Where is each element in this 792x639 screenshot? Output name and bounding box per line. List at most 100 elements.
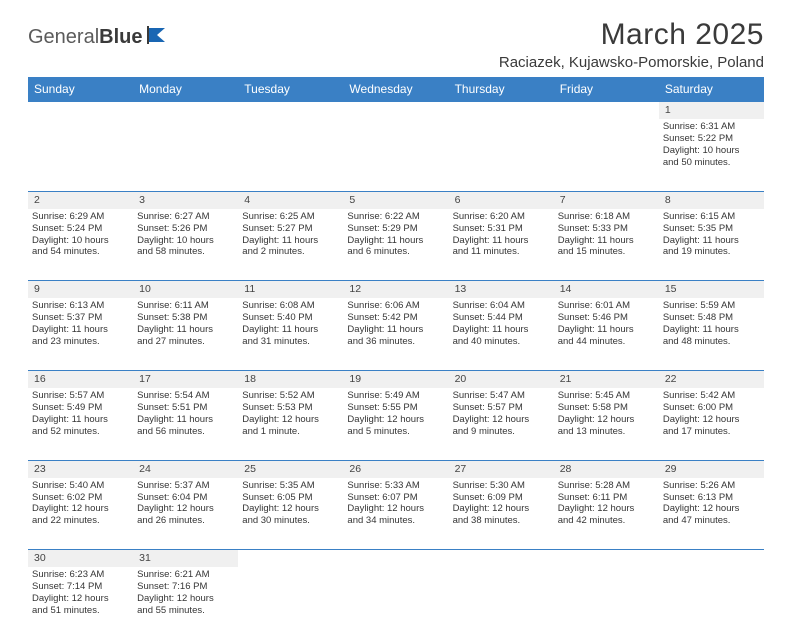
day-cell — [28, 119, 133, 191]
day-number: 29 — [659, 460, 764, 478]
day-number: 2 — [28, 191, 133, 209]
day-detail-line: Sunrise: 6:06 AM — [347, 300, 444, 312]
weekday-header: Friday — [554, 77, 659, 102]
day-cell: Sunrise: 6:13 AMSunset: 5:37 PMDaylight:… — [28, 298, 133, 370]
day-number — [659, 550, 764, 568]
day-detail-line: Sunset: 5:48 PM — [663, 312, 760, 324]
day-number: 31 — [133, 550, 238, 568]
day-number — [343, 102, 448, 120]
detail-row: Sunrise: 6:29 AMSunset: 5:24 PMDaylight:… — [28, 209, 764, 281]
day-detail-line: Sunrise: 6:31 AM — [663, 121, 760, 133]
day-cell: Sunrise: 5:28 AMSunset: 6:11 PMDaylight:… — [554, 478, 659, 550]
flag-icon — [147, 26, 173, 49]
day-cell: Sunrise: 5:47 AMSunset: 5:57 PMDaylight:… — [449, 388, 554, 460]
day-detail-line: Daylight: 11 hours — [32, 324, 129, 336]
day-detail-line: Sunset: 5:42 PM — [347, 312, 444, 324]
day-detail-line: Sunrise: 5:47 AM — [453, 390, 550, 402]
day-cell — [449, 567, 554, 639]
day-number — [554, 550, 659, 568]
day-number: 11 — [238, 281, 343, 299]
day-cell: Sunrise: 6:01 AMSunset: 5:46 PMDaylight:… — [554, 298, 659, 370]
day-cell: Sunrise: 6:11 AMSunset: 5:38 PMDaylight:… — [133, 298, 238, 370]
daynum-row: 16171819202122 — [28, 370, 764, 388]
day-cell: Sunrise: 5:54 AMSunset: 5:51 PMDaylight:… — [133, 388, 238, 460]
day-detail-line: Sunrise: 5:30 AM — [453, 480, 550, 492]
weekday-header: Sunday — [28, 77, 133, 102]
day-detail-line: Sunrise: 6:27 AM — [137, 211, 234, 223]
day-number — [449, 102, 554, 120]
day-detail-line: Sunrise: 5:26 AM — [663, 480, 760, 492]
day-detail-line: and 58 minutes. — [137, 246, 234, 258]
day-number — [238, 102, 343, 120]
day-detail-line: Sunrise: 6:23 AM — [32, 569, 129, 581]
day-detail-line: Sunrise: 6:20 AM — [453, 211, 550, 223]
day-detail-line: Daylight: 11 hours — [347, 235, 444, 247]
day-detail-line: and 36 minutes. — [347, 336, 444, 348]
day-detail-line: Sunset: 6:04 PM — [137, 492, 234, 504]
day-detail-line: Sunset: 5:38 PM — [137, 312, 234, 324]
day-detail-line: and 15 minutes. — [558, 246, 655, 258]
day-detail-line: Daylight: 11 hours — [453, 235, 550, 247]
day-cell: Sunrise: 6:04 AMSunset: 5:44 PMDaylight:… — [449, 298, 554, 370]
logo: GeneralBlue — [28, 26, 173, 49]
day-detail-line: and 23 minutes. — [32, 336, 129, 348]
day-detail-line: and 40 minutes. — [453, 336, 550, 348]
detail-row: Sunrise: 6:23 AMSunset: 7:14 PMDaylight:… — [28, 567, 764, 639]
day-detail-line: Sunrise: 5:54 AM — [137, 390, 234, 402]
day-number: 23 — [28, 460, 133, 478]
day-cell: Sunrise: 5:33 AMSunset: 6:07 PMDaylight:… — [343, 478, 448, 550]
day-detail-line: Sunset: 5:57 PM — [453, 402, 550, 414]
day-detail-line: and 47 minutes. — [663, 515, 760, 527]
day-detail-line: Daylight: 12 hours — [242, 414, 339, 426]
day-detail-line: and 55 minutes. — [137, 605, 234, 617]
day-detail-line: Sunset: 7:14 PM — [32, 581, 129, 593]
day-cell: Sunrise: 6:22 AMSunset: 5:29 PMDaylight:… — [343, 209, 448, 281]
day-detail-line: Daylight: 10 hours — [663, 145, 760, 157]
day-number: 30 — [28, 550, 133, 568]
day-cell: Sunrise: 5:30 AMSunset: 6:09 PMDaylight:… — [449, 478, 554, 550]
detail-row: Sunrise: 5:40 AMSunset: 6:02 PMDaylight:… — [28, 478, 764, 550]
day-detail-line: Sunset: 6:00 PM — [663, 402, 760, 414]
day-number — [28, 102, 133, 120]
day-number: 15 — [659, 281, 764, 299]
day-detail-line: Sunrise: 6:04 AM — [453, 300, 550, 312]
day-number: 6 — [449, 191, 554, 209]
day-detail-line: Daylight: 11 hours — [242, 235, 339, 247]
day-number: 22 — [659, 370, 764, 388]
day-detail-line: Sunset: 5:49 PM — [32, 402, 129, 414]
day-detail-line: Sunrise: 5:57 AM — [32, 390, 129, 402]
day-detail-line: and 51 minutes. — [32, 605, 129, 617]
day-detail-line: Sunset: 5:51 PM — [137, 402, 234, 414]
day-detail-line: Daylight: 12 hours — [347, 414, 444, 426]
day-detail-line: and 54 minutes. — [32, 246, 129, 258]
day-cell: Sunrise: 6:06 AMSunset: 5:42 PMDaylight:… — [343, 298, 448, 370]
day-number — [238, 550, 343, 568]
day-number: 5 — [343, 191, 448, 209]
day-detail-line: Sunset: 5:35 PM — [663, 223, 760, 235]
day-number: 3 — [133, 191, 238, 209]
day-detail-line: Sunrise: 5:59 AM — [663, 300, 760, 312]
header: GeneralBlue March 2025 Raciazek, Kujawsk… — [28, 18, 764, 71]
day-detail-line: Sunrise: 5:40 AM — [32, 480, 129, 492]
day-detail-line: Sunset: 5:31 PM — [453, 223, 550, 235]
day-detail-line: and 17 minutes. — [663, 426, 760, 438]
weekday-header: Tuesday — [238, 77, 343, 102]
day-detail-line: Daylight: 12 hours — [663, 414, 760, 426]
day-detail-line: Sunrise: 6:22 AM — [347, 211, 444, 223]
page-subtitle: Raciazek, Kujawsko-Pomorskie, Poland — [499, 54, 764, 71]
day-number: 8 — [659, 191, 764, 209]
day-detail-line: Sunrise: 6:21 AM — [137, 569, 234, 581]
weekday-header: Saturday — [659, 77, 764, 102]
day-cell — [133, 119, 238, 191]
day-detail-line: Sunrise: 5:28 AM — [558, 480, 655, 492]
day-detail-line: Sunrise: 6:13 AM — [32, 300, 129, 312]
day-cell: Sunrise: 5:45 AMSunset: 5:58 PMDaylight:… — [554, 388, 659, 460]
logo-word2: Blue — [99, 26, 142, 48]
calendar-table: Sunday Monday Tuesday Wednesday Thursday… — [28, 77, 764, 639]
day-cell: Sunrise: 6:23 AMSunset: 7:14 PMDaylight:… — [28, 567, 133, 639]
day-detail-line: Daylight: 12 hours — [32, 503, 129, 515]
day-detail-line: Sunset: 5:44 PM — [453, 312, 550, 324]
day-detail-line: Daylight: 11 hours — [453, 324, 550, 336]
day-cell — [343, 567, 448, 639]
day-detail-line: and 56 minutes. — [137, 426, 234, 438]
